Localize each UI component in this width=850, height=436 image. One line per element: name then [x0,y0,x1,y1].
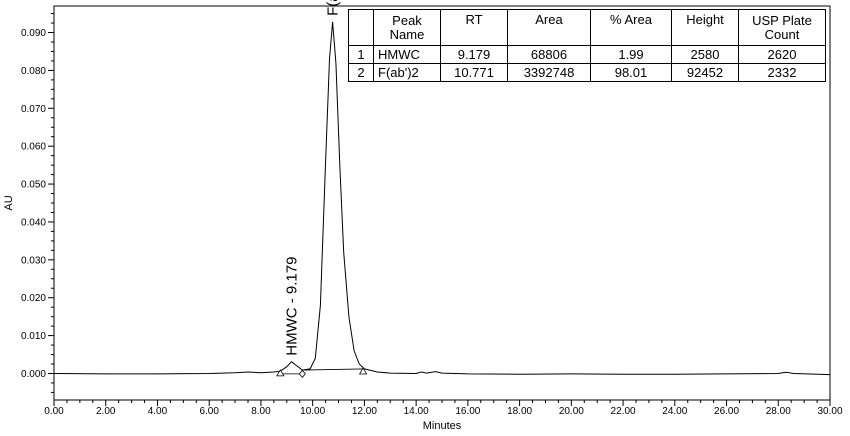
y-tick-label: 0.020 [21,293,46,304]
table-header-row: Peak Name RT Area % Area Height USP Plate… [348,9,826,46]
table-cell-percent-area: 98.01 [590,63,672,82]
table-cell-height: 2580 [671,45,739,64]
x-tick-label: 26.00 [714,406,739,417]
x-tick-label: 4.00 [148,406,168,417]
x-tick-label: 6.00 [199,406,219,417]
y-tick-label: 0.060 [21,142,46,153]
table-cell-usp-plate-count: 2620 [738,45,826,64]
integration-baselines [280,368,364,375]
y-tick-label: 0.010 [21,331,46,342]
table-cell-height: 92452 [671,63,739,82]
table-header-peak-name: Peak Name [373,9,441,46]
peak-markers [276,367,368,378]
peak-results-table: Peak Name RT Area % Area Height USP Plate… [348,9,826,82]
y-tick-label: 0.050 [21,180,46,191]
x-axis-label: Minutes [423,420,462,432]
table-cell-peak-name: HMWC [373,45,441,64]
x-tick-label: 30.00 [817,406,842,417]
x-tick-label: 28.00 [766,406,791,417]
table-header-rt: RT [440,9,508,46]
x-tick-label: 10.00 [300,406,325,417]
y-tick-label: 0.080 [21,66,46,77]
table-cell-rt: 9.179 [440,45,508,64]
x-tick-label: 12.00 [352,406,377,417]
axes: 0.00 2.00 4.00 6.00 8.00 10.00 12.00 14.00 16.00… [21,5,843,417]
table-cell-usp-plate-count: 2332 [738,63,826,82]
chromatogram-trace [53,21,831,376]
table-row: 2 F(ab')2 10.771 3392748 98.01 92452 233… [348,63,826,82]
table-cell-index: 2 [348,63,374,82]
peak-annotation: HMWC - 9.179 [283,257,300,356]
x-tick-label: 0.00 [44,406,64,417]
x-tick-label: 22.00 [611,406,636,417]
table-cell-peak-name: F(ab')2 [373,63,441,82]
table-cell-index: 1 [348,45,374,64]
peak-valley-marker [298,369,306,378]
peak-annotation: F(ab')2 - 10.771 [325,0,342,16]
table-cell-area: 3392748 [507,63,591,82]
y-tick-label: 0.070 [21,104,46,115]
y-tick-label: 0.030 [21,255,46,266]
y-axis-label: AU [3,195,15,210]
x-tick-label: 16.00 [455,406,480,417]
peak-start-marker [276,369,285,377]
x-tick-label: 2.00 [96,406,116,417]
table-header-area: Area [507,9,591,46]
integration-baseline [302,368,364,371]
x-tick-label: 24.00 [662,406,687,417]
x-tick-label: 14.00 [404,406,429,417]
y-tick-label: 0.090 [21,28,46,39]
y-tick-label: 0.000 [21,369,46,380]
table-cell-percent-area: 1.99 [590,45,672,64]
x-tick-label: 20.00 [559,406,584,417]
peak-annotations: HMWC - 9.179 F(ab')2 - 10.771 [283,0,341,356]
table-cell-rt: 10.771 [440,63,508,82]
table-row: 1 HMWC 9.179 68806 1.99 2580 2620 [348,45,826,64]
table-header-height: Height [671,9,739,46]
table-header-percent-area: % Area [590,9,672,46]
table-header-usp-plate-count: USP Plate Count [738,9,826,46]
table-header-index [348,9,374,46]
peak-start-marker [358,367,368,375]
x-tick-label: 8.00 [251,406,271,417]
table-cell-area: 68806 [507,45,591,64]
y-tick-label: 0.040 [21,217,46,228]
x-tick-label: 18.00 [507,406,532,417]
